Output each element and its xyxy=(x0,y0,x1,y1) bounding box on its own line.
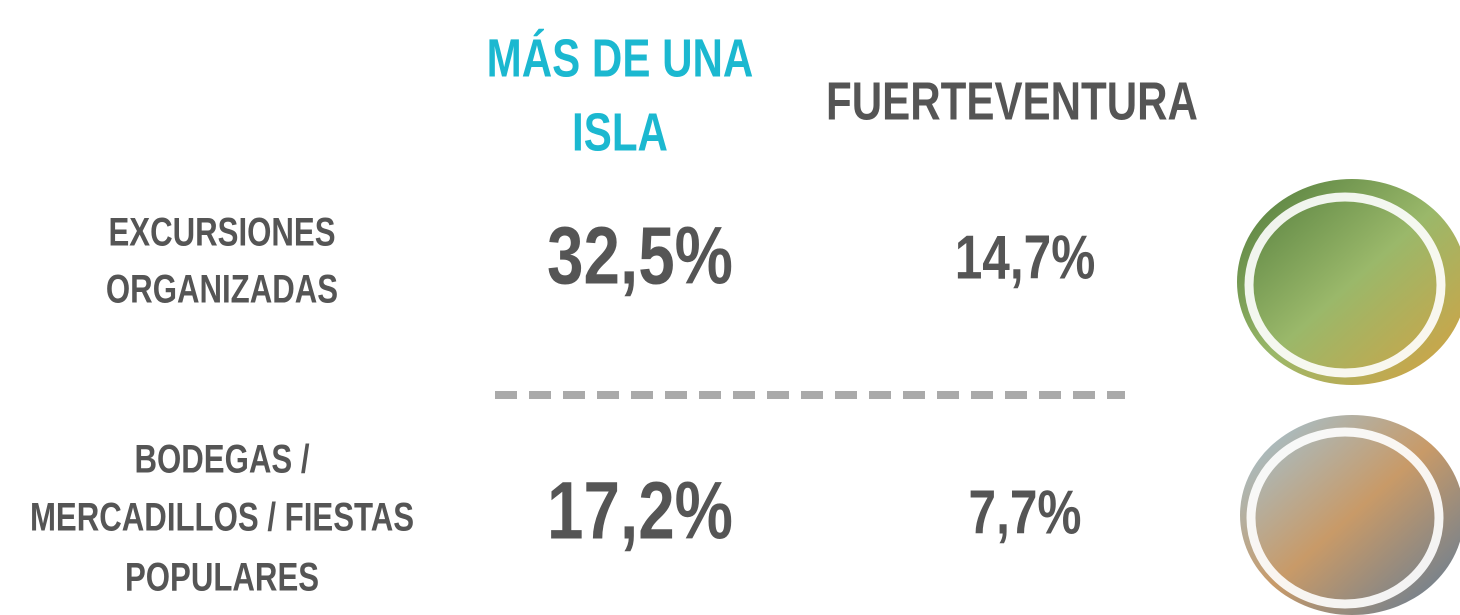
column-header: MÁS DE UNA xyxy=(487,28,754,88)
photo-market xyxy=(1240,415,1460,615)
column-header: ISLA xyxy=(572,102,668,162)
row-label: EXCURSIONES xyxy=(108,210,335,255)
row-label: POPULARES xyxy=(125,555,319,600)
column-header: FUERTEVENTURA xyxy=(826,71,1198,131)
row-label: ORGANIZADAS xyxy=(106,267,338,312)
cell-value: 14,7% xyxy=(955,222,1096,292)
row-label: MERCADILLOS / FIESTAS xyxy=(30,495,414,540)
cell-value: 7,7% xyxy=(968,477,1081,547)
cell-value: 17,2% xyxy=(547,465,733,557)
photo-excursion xyxy=(1237,179,1460,385)
cell-value: 32,5% xyxy=(547,210,733,302)
row-label: BODEGAS / xyxy=(134,437,309,482)
